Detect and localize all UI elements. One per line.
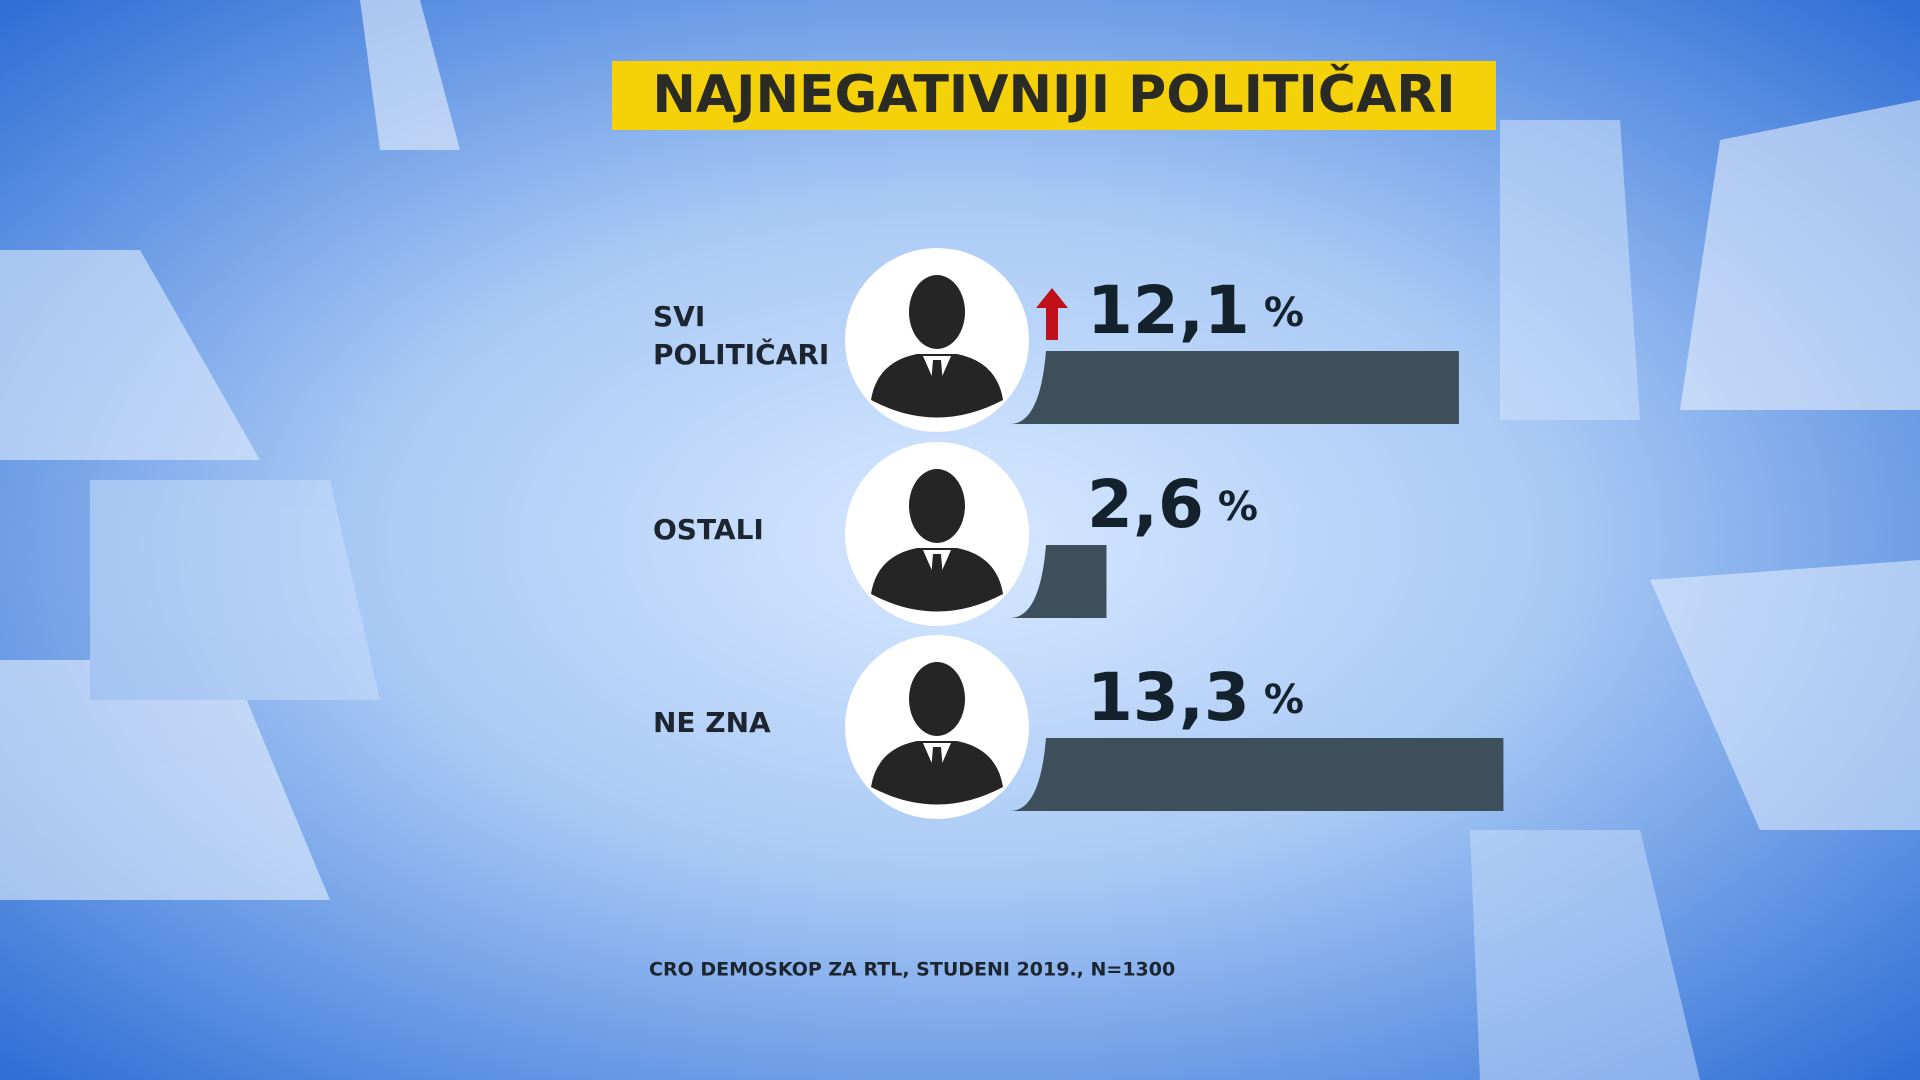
- value-unit: %: [1264, 290, 1304, 336]
- value-label: 2,6%: [1087, 466, 1258, 543]
- value-number: 13,3: [1087, 659, 1250, 736]
- source-note: CRO DEMOSKOP ZA RTL, STUDENI 2019., N=13…: [649, 959, 1175, 981]
- bar: [1010, 351, 1459, 424]
- value-label: 13,3%: [1087, 659, 1304, 736]
- value-number: 12,1: [1087, 272, 1250, 349]
- trend-arrow: [1036, 288, 1068, 340]
- avatar-head: [909, 469, 965, 543]
- avatar-tie: [931, 747, 943, 779]
- category-label: SVI POLITIČARI: [653, 300, 830, 371]
- bar: [1010, 545, 1107, 618]
- value-unit: %: [1218, 484, 1258, 530]
- chart-title: NAJNEGATIVNIJI POLITIČARI: [652, 63, 1455, 125]
- category-label: OSTALI: [653, 513, 764, 546]
- bar: [1010, 738, 1504, 811]
- avatar-tie: [931, 554, 943, 586]
- value-label: 12,1%: [1087, 272, 1304, 349]
- category-label: NE ZNA: [653, 706, 771, 739]
- value-number: 2,6: [1087, 466, 1204, 543]
- avatar-head: [909, 275, 965, 349]
- value-unit: %: [1264, 677, 1304, 723]
- title-box: [612, 61, 1496, 130]
- avatar-tie: [931, 360, 943, 392]
- avatar-head: [909, 662, 965, 736]
